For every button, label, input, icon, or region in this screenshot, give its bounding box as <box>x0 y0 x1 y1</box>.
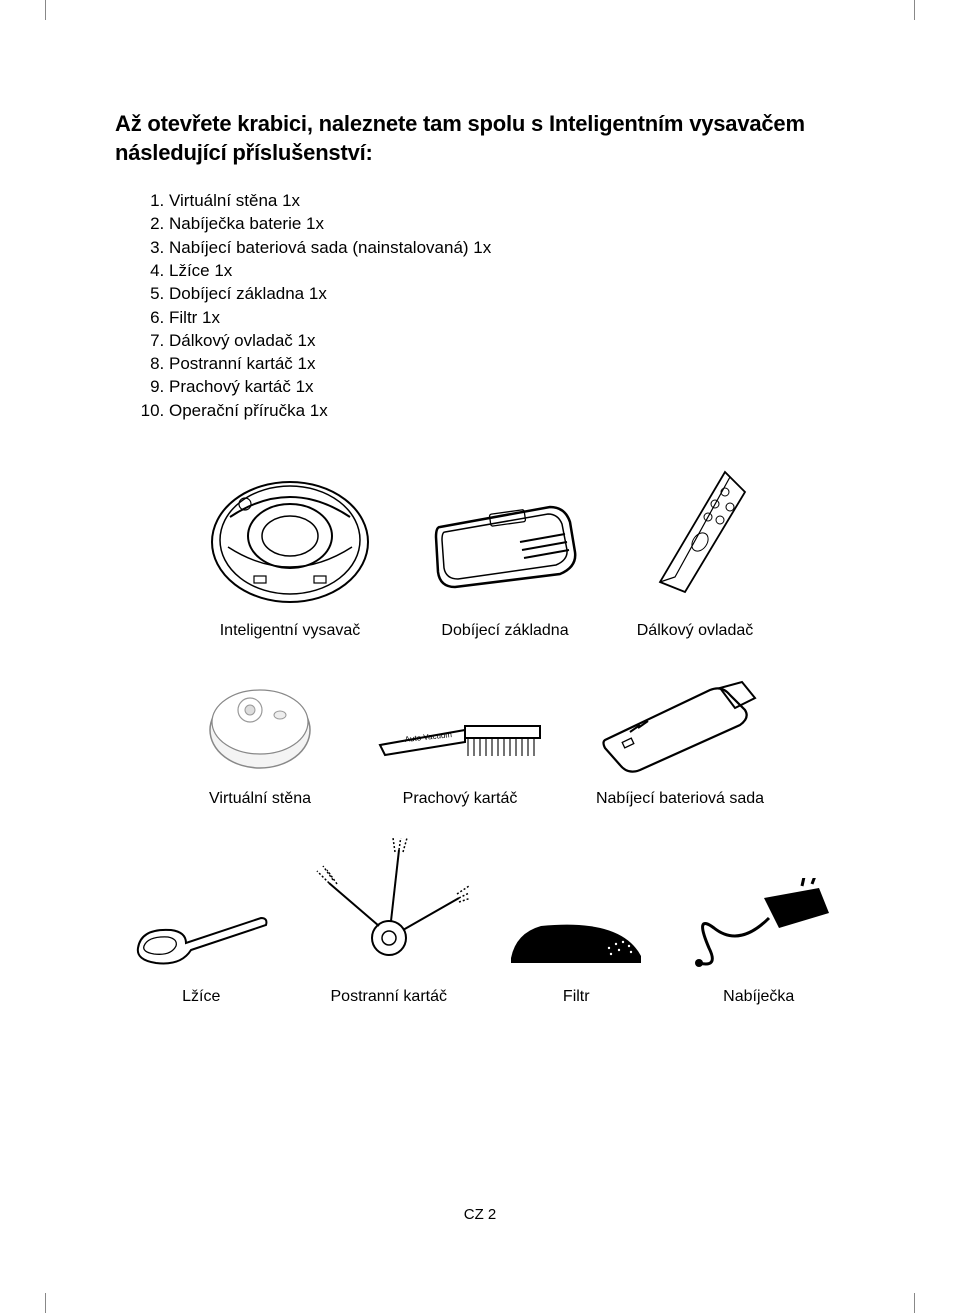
accessory-list: Virtuální stěna 1x Nabíječka baterie 1x … <box>115 189 845 422</box>
page-heading: Až otevřete krabici, naleznete tam spolu… <box>115 110 845 167</box>
list-item: Postranní kartáč 1x <box>169 352 845 375</box>
figure-label: Dobíjecí základna <box>441 622 568 640</box>
list-item: Dálkový ovladač 1x <box>169 329 845 352</box>
list-item: Prachový kartáč 1x <box>169 375 845 398</box>
figure-label: Postranní kartáč <box>331 988 448 1006</box>
dbrush-icon: Auto Vacuum <box>370 690 550 780</box>
figure-item-sbrush: Postranní kartáč <box>309 838 469 1006</box>
remote-icon <box>630 462 760 612</box>
page-number: CZ 2 <box>0 1206 960 1223</box>
figure-item-battery: Nabíjecí bateriová sada <box>590 670 770 808</box>
vwall-icon <box>190 670 330 780</box>
vacuum-icon <box>200 462 380 612</box>
figure-row-2: Virtuální stěna <box>115 670 845 808</box>
svg-text:Auto Vacuum: Auto Vacuum <box>404 730 452 744</box>
figure-label: Filtr <box>563 988 590 1006</box>
dock-icon <box>420 482 590 612</box>
filter-icon <box>501 908 651 978</box>
figure-label: Dálkový ovladač <box>637 622 754 640</box>
charger-icon <box>684 878 834 978</box>
figure-row-3: Lžíce <box>115 838 845 1006</box>
figure-label: Nabíječka <box>723 988 794 1006</box>
list-item: Operační příručka 1x <box>169 399 845 422</box>
figure-item-dbrush: Auto Vacuum Prachový kartáč <box>370 690 550 808</box>
list-item: Filtr 1x <box>169 306 845 329</box>
figure-label: Virtuální stěna <box>209 790 311 808</box>
figure-item-spoon: Lžíce <box>126 888 276 1006</box>
figure-item-vacuum: Inteligentní vysavač <box>200 462 380 640</box>
list-item: Nabíjecí bateriová sada (nainstalovaná) … <box>169 236 845 259</box>
figure-item-filter: Filtr <box>501 908 651 1006</box>
figure-item-vwall: Virtuální stěna <box>190 670 330 808</box>
list-item: Virtuální stěna 1x <box>169 189 845 212</box>
figure-label: Prachový kartáč <box>403 790 518 808</box>
figure-item-dock: Dobíjecí základna <box>420 482 590 640</box>
list-item: Nabíječka baterie 1x <box>169 212 845 235</box>
figure-row-1: Inteligentní vysavač Dobíjecí základna <box>115 462 845 640</box>
battery-icon <box>590 670 770 780</box>
figure-label: Lžíce <box>182 988 220 1006</box>
figure-label: Nabíjecí bateriová sada <box>596 790 764 808</box>
figure-item-charger: Nabíječka <box>684 878 834 1006</box>
spoon-icon <box>126 888 276 978</box>
list-item: Lžíce 1x <box>169 259 845 282</box>
page-content: Až otevřete krabici, naleznete tam spolu… <box>115 110 845 1036</box>
list-item: Dobíjecí základna 1x <box>169 282 845 305</box>
figure-item-remote: Dálkový ovladač <box>630 462 760 640</box>
figure-label: Inteligentní vysavač <box>220 622 361 640</box>
sbrush-icon <box>309 838 469 978</box>
